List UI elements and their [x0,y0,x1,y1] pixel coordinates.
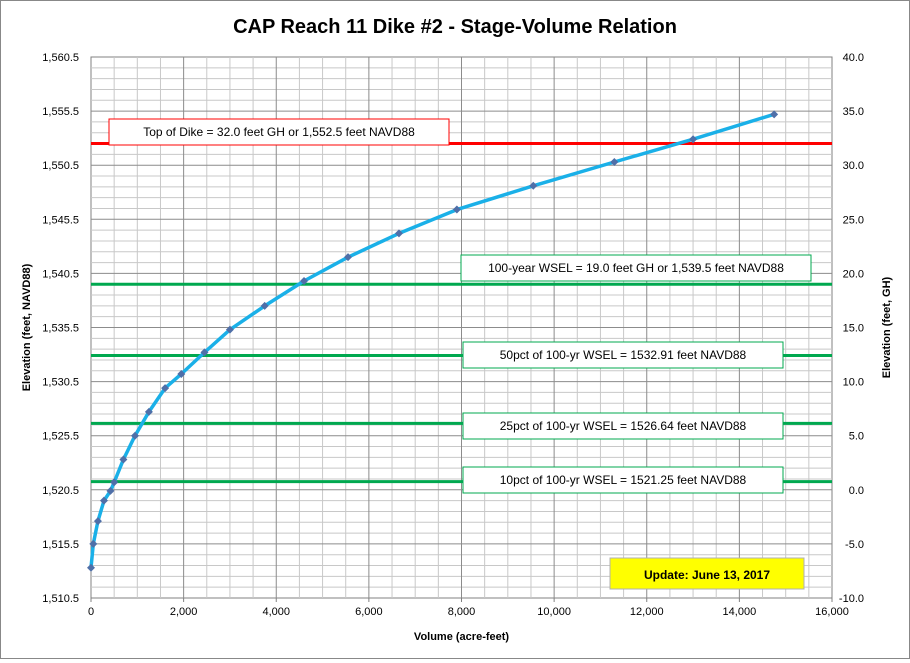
data-point [161,384,170,393]
reference-label-box [108,118,450,146]
data-point [119,455,128,464]
x-tick-label: 10,000 [537,606,571,618]
update-badge [609,557,805,590]
reference-label-box [462,341,784,369]
reference-label: 25pct of 100-yr WSEL = 1526.64 feet NAVD… [500,419,747,433]
reference-label: 10pct of 100-yr WSEL = 1521.25 feet NAVD… [500,473,747,487]
data-point [300,276,309,285]
reference-label: 50pct of 100-yr WSEL = 1532.91 feet NAVD… [500,348,747,362]
data-point [344,253,353,262]
data-point [200,348,209,357]
x-axis-tick-labels: 0 2,000 4,000 6,000 8,000 10,000 12,000 14,000 1… [88,598,849,618]
x-tick-label: 12,000 [630,606,664,618]
x-tick-label: 6,000 [355,606,383,618]
y-tick-label: 1,510.5 [42,593,79,605]
y-tick-label: 1,550.5 [42,160,79,172]
data-point [144,407,153,416]
y2-axis-tick-labels: -10.0 -5.0 0.0 5.0 10.0 15.0 20.0 25.0 30.0 35.0 4… [839,52,864,605]
reference-label: Top of Dike = 32.0 feet GH or 1,552.5 fe… [143,125,415,139]
x-tick-label: 16,000 [815,606,849,618]
y2-tick-label: 40.0 [843,52,864,64]
y2-tick-label: 5.0 [849,431,864,443]
data-point [452,205,461,214]
data-point [689,135,698,144]
y2-tick-label: 0.0 [849,485,864,497]
data-point [93,517,102,526]
x-tick-label: 14,000 [723,606,757,618]
y-tick-label: 1,545.5 [42,214,79,226]
data-point [99,496,108,505]
stage-volume-line [89,112,775,568]
data-point [89,539,98,548]
chart-title: CAP Reach 11 Dike #2 - Stage-Volume Rela… [233,16,677,38]
x-tick-label: 2,000 [170,606,198,618]
y2-tick-label: 15.0 [843,323,864,335]
annotations: Update: June 13, 2017 [609,557,805,590]
y2-tick-label: 25.0 [843,214,864,226]
data-series [87,110,779,572]
x-tick-label: 8,000 [448,606,476,618]
reference-label-box [460,254,812,282]
y2-tick-label: 35.0 [843,106,864,118]
y-tick-label: 1,535.5 [42,323,79,335]
reference-labels: Top of Dike = 32.0 feet GH or 1,552.5 fe… [108,118,812,494]
data-point [130,431,139,440]
data-point [177,370,186,379]
y2-tick-label: -5.0 [845,539,864,551]
x-tick-label: 0 [88,606,94,618]
y-tick-label: 1,540.5 [42,268,79,280]
y-tick-label: 1,520.5 [42,485,79,497]
y2-tick-label: 20.0 [843,268,864,280]
y2-axis-label: Elevation (feet, GH) [881,276,893,378]
data-point [770,110,779,119]
y2-tick-label: 30.0 [843,160,864,172]
x-tick-label: 4,000 [262,606,290,618]
y-tick-label: 1,525.5 [42,431,79,443]
y-axis-label: Elevation (feet, NAVD88) [21,263,33,391]
data-point [110,478,119,487]
data-point [394,229,403,238]
data-point [260,301,269,310]
y-tick-label: 1,560.5 [42,52,79,64]
y2-tick-label: 10.0 [843,377,864,389]
update-date: Update: June 13, 2017 [644,568,770,582]
data-point [529,181,538,190]
data-point [225,325,234,334]
reference-label: 100-year WSEL = 19.0 feet GH or 1,539.5 … [488,261,784,275]
y-tick-label: 1,555.5 [42,106,79,118]
y-tick-label: 1,515.5 [42,539,79,551]
data-point [610,157,619,166]
y-axis-tick-labels: 1,510.5 1,515.5 1,520.5 1,525.5 1,530.5 1,535… [42,52,79,605]
data-point [106,486,115,495]
reference-label-box [462,412,784,440]
y2-tick-label: -10.0 [839,593,864,605]
reference-label-box [462,466,784,494]
y-tick-label: 1,530.5 [42,377,79,389]
data-point [87,563,95,572]
x-axis-label: Volume (acre-feet) [414,631,509,643]
